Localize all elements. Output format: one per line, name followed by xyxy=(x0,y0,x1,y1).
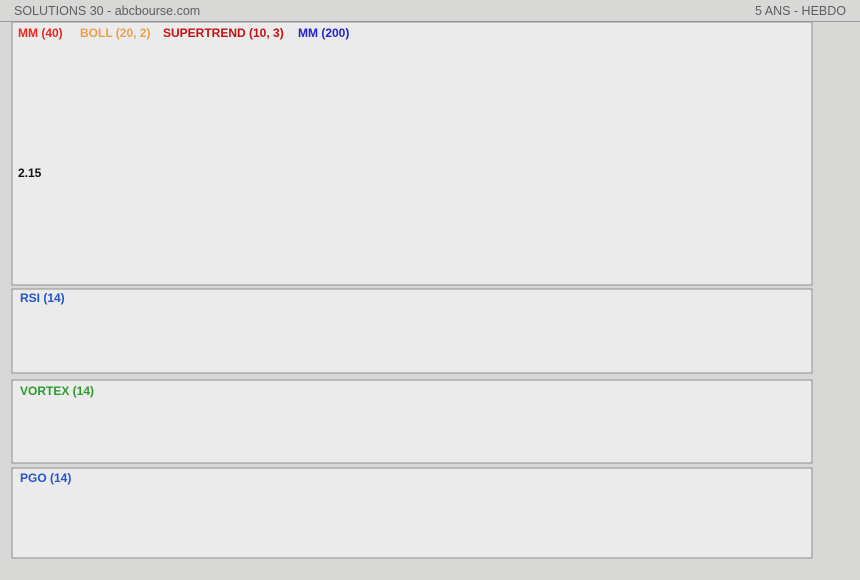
pgo-label: PGO (14) xyxy=(20,471,71,485)
price-panel-background[interactable] xyxy=(11,21,813,286)
vortex-label: VORTEX (14) xyxy=(20,384,94,398)
rsi-label: RSI (14) xyxy=(20,291,65,305)
pgo-panel[interactable]: PGO (14) xyxy=(11,467,813,559)
timeframe-label: 5 ANS - HEBDO xyxy=(755,4,846,18)
pgo-panel-background[interactable] xyxy=(11,467,813,559)
rsi-panel-background[interactable] xyxy=(11,288,813,374)
legend-mm200: MM (200) xyxy=(298,26,349,40)
rsi-panel[interactable]: RSI (14) xyxy=(11,288,813,374)
legend-supertrend: SUPERTREND (10, 3) xyxy=(163,26,284,40)
vortex-panel[interactable]: VORTEX (14) xyxy=(11,379,813,464)
price-legend: MM (40) BOLL (20, 2) SUPERTREND (10, 3) … xyxy=(18,26,349,40)
alert-level-label: 2.15 xyxy=(18,166,42,180)
header-bar: SOLUTIONS 30 - abcbourse.com 5 ANS - HEB… xyxy=(0,4,860,22)
price-panel[interactable]: MM (40) BOLL (20, 2) SUPERTREND (10, 3) … xyxy=(11,21,813,286)
legend-mm40: MM (40) xyxy=(18,26,63,40)
legend-boll: BOLL (20, 2) xyxy=(80,26,150,40)
instrument-title: SOLUTIONS 30 - abcbourse.com xyxy=(14,4,200,18)
vortex-panel-background[interactable] xyxy=(11,379,813,464)
